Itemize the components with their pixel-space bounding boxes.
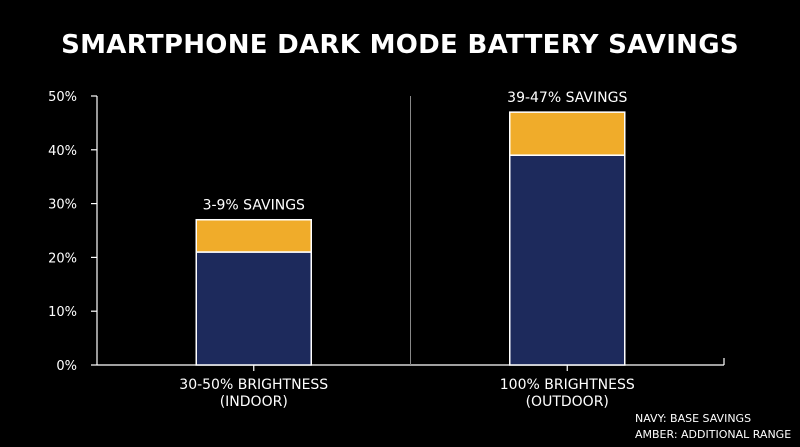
bar-base-savings — [509, 154, 626, 366]
bar-annotation: 39-47% SAVINGS — [507, 90, 627, 106]
y-tick-label: 10% — [48, 305, 77, 320]
bars — [195, 111, 626, 366]
legend-line-amber: AMBER: ADDITIONAL RANGE — [635, 428, 791, 441]
bar-annotation: 3-9% SAVINGS — [203, 198, 305, 214]
labels: 3-9% SAVINGS 30-50% BRIGHTNESS(INDOOR) 39-… — [179, 90, 635, 410]
y-tick-label: 30% — [48, 198, 77, 213]
y-tick-label: 50% — [48, 90, 77, 105]
bar-additional-range — [509, 111, 626, 156]
chart-title: SMARTPHONE DARK MODE BATTERY SAVINGS — [61, 30, 739, 60]
bar-base-savings — [195, 251, 312, 366]
x-tick-label: (INDOOR) — [220, 394, 288, 410]
x-tick-label: (OUTDOOR) — [526, 394, 609, 410]
y-tick-label: 20% — [48, 251, 77, 266]
legend-line-navy: NAVY: BASE SAVINGS — [635, 412, 751, 425]
x-tick-label: 100% BRIGHTNESS — [500, 377, 635, 393]
x-tick-label: 30-50% BRIGHTNESS — [179, 377, 328, 393]
y-tick-label: 40% — [48, 144, 77, 159]
y-tick-label: 0% — [56, 359, 77, 374]
legend: NAVY: BASE SAVINGS AMBER: ADDITIONAL RAN… — [635, 412, 791, 441]
bar-additional-range — [195, 218, 312, 253]
